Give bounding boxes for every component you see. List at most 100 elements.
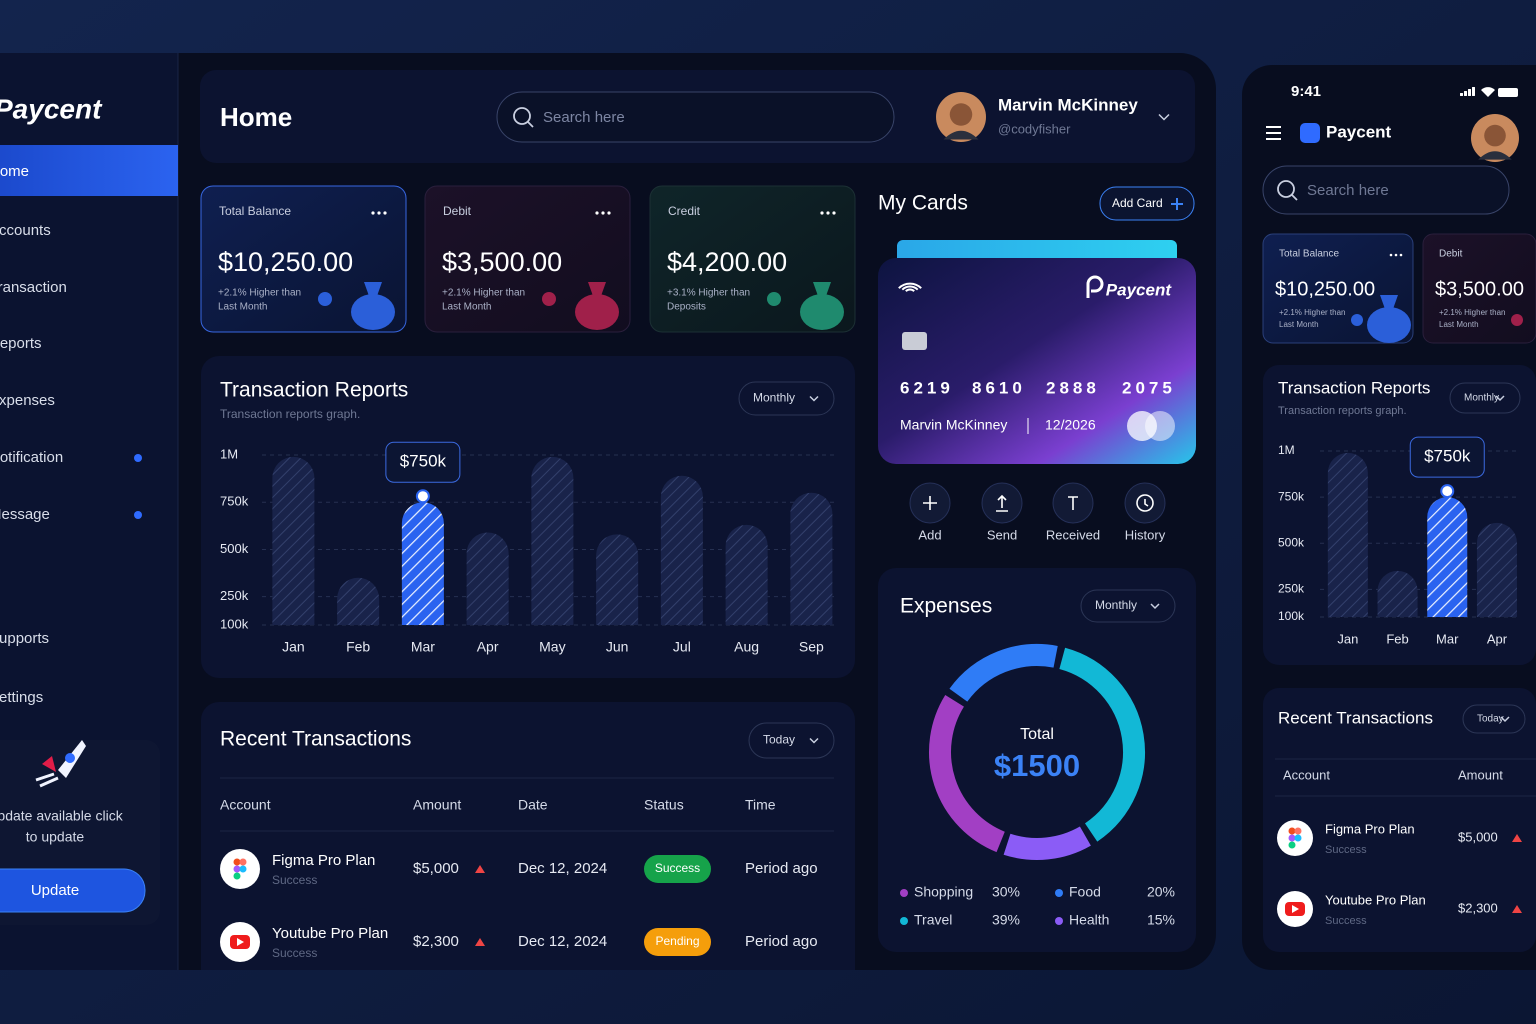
icon [1291, 194, 1298, 201]
button-label[interactable]: Add Card [1112, 196, 1163, 210]
x-tick-label: Mar [411, 639, 435, 655]
bar [1476, 522, 1517, 617]
icon [1150, 603, 1160, 610]
x-tick-label: Feb [346, 639, 370, 655]
legend-dot [900, 889, 908, 897]
balance-card [649, 185, 856, 333]
menu-item[interactable]: Reports [0, 335, 42, 352]
figma-logo [1288, 827, 1296, 835]
search-placeholder[interactable]: Search here [543, 109, 625, 126]
panel-title: Expenses [900, 595, 992, 618]
menu-dots [820, 211, 824, 215]
account-name: Youtube Pro Plan [1325, 892, 1426, 907]
legend-dot [1055, 889, 1063, 897]
menu-item[interactable]: Message [0, 506, 50, 523]
bar [531, 456, 574, 625]
action-label[interactable]: Add [918, 527, 941, 542]
legend-value: 20% [1147, 884, 1175, 900]
search-placeholder[interactable]: Search here [1307, 182, 1389, 199]
donut-label: Total [1020, 726, 1054, 743]
value-label: $750k [400, 452, 447, 471]
card-change: +3.1% Higher than [667, 288, 750, 299]
menu-item[interactable]: Notification [0, 449, 63, 466]
trend-arrow [1512, 834, 1522, 842]
balance-card [424, 185, 631, 333]
card-period: Last Month [442, 302, 491, 313]
bar [401, 502, 444, 625]
bar [596, 534, 639, 625]
trend-icon [1511, 314, 1523, 326]
dropdown-label[interactable]: Monthly [1095, 598, 1137, 612]
user-name: Marvin McKinney [998, 95, 1138, 114]
dropdown[interactable] [1080, 589, 1176, 623]
icon [809, 395, 819, 402]
battery-icon [1498, 88, 1518, 97]
x-tick-label: Jun [606, 639, 629, 655]
menu-item[interactable]: Accounts [0, 222, 51, 239]
search-box[interactable] [1262, 165, 1510, 215]
dropdown[interactable] [1462, 704, 1526, 734]
y-tick-label: 500k [1278, 535, 1305, 549]
menu-item[interactable]: Expenses [0, 392, 55, 409]
menu-dots [371, 211, 375, 215]
menu-item[interactable]: Home [0, 163, 29, 180]
icon [809, 737, 819, 744]
status-pill [644, 928, 711, 956]
account-name: Youtube Pro Plan [272, 925, 388, 942]
y-tick-label: 1M [1278, 443, 1295, 457]
dropdown-label[interactable]: Today [763, 733, 795, 747]
y-tick-label: 250k [220, 588, 249, 603]
icon [1158, 113, 1170, 121]
card-number: 2888 [1046, 378, 1100, 397]
panel-title: Recent Transactions [1278, 708, 1433, 727]
plus-icon [1171, 198, 1183, 210]
card-network [1145, 411, 1175, 441]
donut-total: $1500 [994, 748, 1080, 783]
dropdown[interactable] [738, 381, 835, 416]
add-card-button[interactable] [1099, 186, 1195, 221]
action-label[interactable]: Send [987, 527, 1017, 542]
menu-dots [377, 211, 381, 215]
trend-icon [767, 292, 781, 306]
time: Period ago [745, 860, 818, 877]
dropdown-label[interactable]: Monthly [1464, 393, 1499, 404]
avatar [943, 130, 979, 140]
amount: $5,000 [413, 860, 459, 877]
action-icon [1068, 496, 1078, 510]
menu-item[interactable]: Supports [0, 630, 49, 647]
card-number: 2075 [1122, 378, 1176, 397]
panel-title: Recent Transactions [220, 728, 411, 751]
button-label[interactable]: Update [31, 882, 79, 899]
value-label: $750k [1424, 447, 1471, 466]
dropdown[interactable] [1449, 382, 1521, 414]
dropdown-label[interactable]: Monthly [753, 391, 795, 405]
status-time: 9:41 [1291, 83, 1321, 100]
menu-item[interactable]: Settings [0, 689, 43, 706]
avatar [949, 103, 973, 126]
column-header: Account [1283, 767, 1330, 782]
figma-logo [233, 858, 241, 866]
card-change: +2.1% Higher than [442, 288, 525, 299]
dropdown[interactable] [748, 722, 835, 759]
bar [790, 492, 833, 625]
figma-logo [239, 858, 247, 866]
action-icon [996, 494, 1008, 512]
card-amount: $4,200.00 [667, 247, 787, 277]
bar [337, 577, 380, 625]
action-label[interactable]: History [1125, 527, 1166, 542]
youtube-logo [237, 938, 244, 946]
column-header: Status [644, 797, 684, 813]
dropdown-label[interactable]: Today [1477, 714, 1504, 725]
update-text: Update available click [0, 808, 124, 824]
action-label[interactable]: Received [1046, 527, 1100, 542]
column-header: Account [220, 797, 271, 813]
trend-icon [318, 292, 332, 306]
card-amount: $10,250.00 [218, 247, 353, 277]
search-box[interactable] [496, 91, 895, 143]
donut-segment [1059, 647, 1145, 842]
card-label: Debit [1439, 249, 1463, 260]
column-header: Amount [413, 797, 461, 813]
section-title: My Cards [878, 192, 968, 215]
menu-item[interactable]: Transaction [0, 279, 67, 296]
update-button[interactable] [0, 868, 146, 913]
